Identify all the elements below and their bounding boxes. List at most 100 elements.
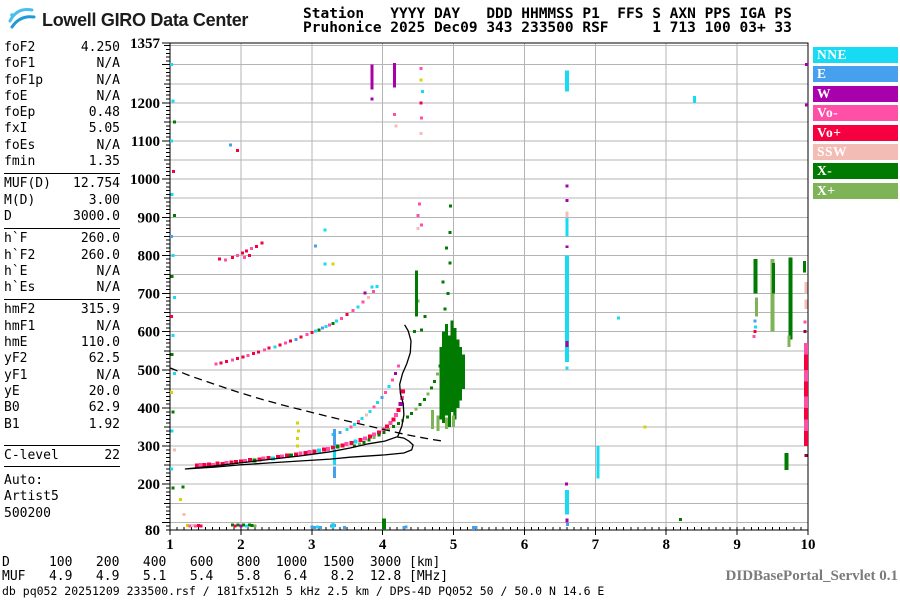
x-tick-label: 3 [308, 537, 316, 553]
param-row: foEp 0.48 [4, 105, 120, 121]
param-group-peak-parameters: hmF2 315.9 hmF1 N/A hmE 110.0 yF2 62.5 yF1 N/A yE 2… [4, 299, 120, 432]
param-label: hmF1 [4, 318, 36, 334]
logo-text: Lowell GIRO Data Center [42, 9, 249, 30]
legend-item-vo-: Vo- [813, 105, 898, 122]
param-row: fxI 5.05 [4, 121, 120, 137]
param-label: B0 [4, 400, 20, 416]
y-tick-label: 200 [138, 477, 161, 493]
legend-item-w: W [813, 85, 898, 102]
y-tick-label: 600 [138, 325, 161, 341]
x-tick-label: 9 [733, 537, 741, 553]
param-row: h`F 260.0 [4, 231, 120, 247]
param-label: D [4, 208, 12, 224]
param-label: hmF2 [4, 302, 36, 318]
axes-and-ticks [162, 42, 809, 535]
artist-fit-curves [169, 324, 443, 470]
auto-line: Artist5 [4, 489, 59, 505]
series-interference-singles [330, 63, 809, 528]
x-tick-label: 5 [450, 537, 458, 553]
param-value: 4.250 [80, 40, 120, 55]
series-left-edge-noise [169, 63, 186, 517]
param-label: C-level [4, 447, 59, 463]
param-value: N/A [96, 72, 120, 88]
param-value: N/A [96, 367, 120, 383]
param-row: foF1p N/A [4, 73, 120, 89]
param-value: 62.5 [88, 351, 120, 367]
param-row: hmF1 N/A [4, 319, 120, 335]
param-value: N/A [96, 280, 120, 296]
muf-row: MUF 4.9 4.9 5.1 5.4 5.8 6.4 8.2 12.8 [MH… [2, 569, 449, 584]
y-tick-label: 400 [138, 401, 161, 417]
param-row: h`E N/A [4, 264, 120, 280]
y-tick-label: 1357 [130, 36, 161, 52]
legend-item-ssw: SSW [813, 143, 898, 160]
param-label: foF2 [4, 40, 36, 55]
param-row: h`Es N/A [4, 280, 120, 296]
series-third-hop [218, 143, 264, 262]
param-label: foF1 [4, 56, 36, 72]
param-row: yF2 62.5 [4, 351, 120, 367]
param-value: N/A [96, 263, 120, 279]
param-value: 1.92 [88, 416, 120, 432]
param-value: N/A [96, 88, 120, 104]
header-column-names: Station YYYY DAY DDD HHMMSS P1 FFS S AXN… [303, 6, 792, 22]
series-bottom-noise [186, 518, 570, 530]
y-tick-label: 300 [138, 439, 161, 455]
y-tick-label: 700 [138, 287, 161, 303]
param-row: C-level 22 [4, 448, 120, 464]
param-label: h`E [4, 263, 28, 279]
param-row: hmF2 315.9 [4, 302, 120, 318]
x-tick-label: 6 [521, 537, 529, 553]
grid-lines [170, 43, 808, 530]
parameter-panel: foF2 4.250 foF1 N/A foF1p N/A foE N/A foEp 0.48 fx… [4, 40, 120, 522]
series-F-trace-first-hop [194, 389, 406, 468]
param-row: h`F2 260.0 [4, 248, 120, 264]
param-label: foF1p [4, 72, 44, 88]
param-value: 3.00 [88, 192, 120, 208]
measurement-status-line: db pq052 20251209 233500.rsf / 181fx512h… [2, 584, 605, 598]
x-tick-label: 1 [166, 537, 174, 553]
param-label: fxI [4, 121, 28, 137]
axis-labels: 1357120011001000900800700600500400300200… [130, 36, 816, 553]
param-value: 20.0 [88, 383, 120, 399]
param-row: foF1 N/A [4, 56, 120, 72]
param-label: h`Es [4, 280, 36, 296]
giro-wave-icon [8, 6, 38, 34]
param-value: 110.0 [80, 335, 120, 351]
echo-data-layer [169, 62, 809, 530]
param-row: B0 62.9 [4, 400, 120, 416]
y-tick-label: 900 [138, 210, 161, 226]
legend-item-nne: NNE [813, 47, 898, 63]
param-row: hmE 110.0 [4, 335, 120, 351]
giro-logo-link[interactable]: Lowell GIRO Data Center [8, 6, 248, 34]
x-tick-label: 4 [379, 537, 387, 553]
header-values: Pruhonice 2025 Dec09 343 233500 RSF 1 71… [303, 20, 792, 36]
servlet-version: DIDBasePortal_Servlet 0.1 [725, 568, 898, 584]
muf-transmission-curve [169, 367, 443, 442]
legend-item-x+: X+ [813, 182, 898, 199]
param-label: h`F2 [4, 247, 36, 263]
o-trace-envelope-curve [184, 436, 414, 470]
param-label: foE [4, 88, 28, 104]
x-tick-label: 8 [662, 537, 670, 553]
series-X-trace [352, 204, 453, 448]
param-group-virtual-heights: h`F 260.0 h`F2 260.0 h`E N/A h`Es N/A [4, 228, 120, 296]
y-tick-label: 800 [138, 248, 161, 264]
autoscaling-info: Auto: Artist5 500200 [4, 473, 120, 522]
auto-line: 500200 [4, 505, 51, 521]
param-value: 260.0 [80, 247, 120, 263]
y-tick-label: 500 [138, 363, 161, 379]
y-tick-label: 1100 [131, 134, 160, 150]
y-tick-label: 80 [145, 523, 160, 539]
series-vertical-echo-bars [332, 62, 808, 530]
param-label: B1 [4, 416, 20, 432]
param-label: yE [4, 383, 20, 399]
param-row: M(D) 3.00 [4, 193, 120, 209]
x-tick-label: 2 [237, 537, 245, 553]
x-tick-label: 10 [801, 537, 816, 553]
param-label: M(D) [4, 192, 36, 208]
param-value: N/A [96, 137, 120, 153]
param-group-frequencies: foF2 4.250 foF1 N/A foF1p N/A foE N/A foEp 0.48 fx… [4, 40, 120, 170]
